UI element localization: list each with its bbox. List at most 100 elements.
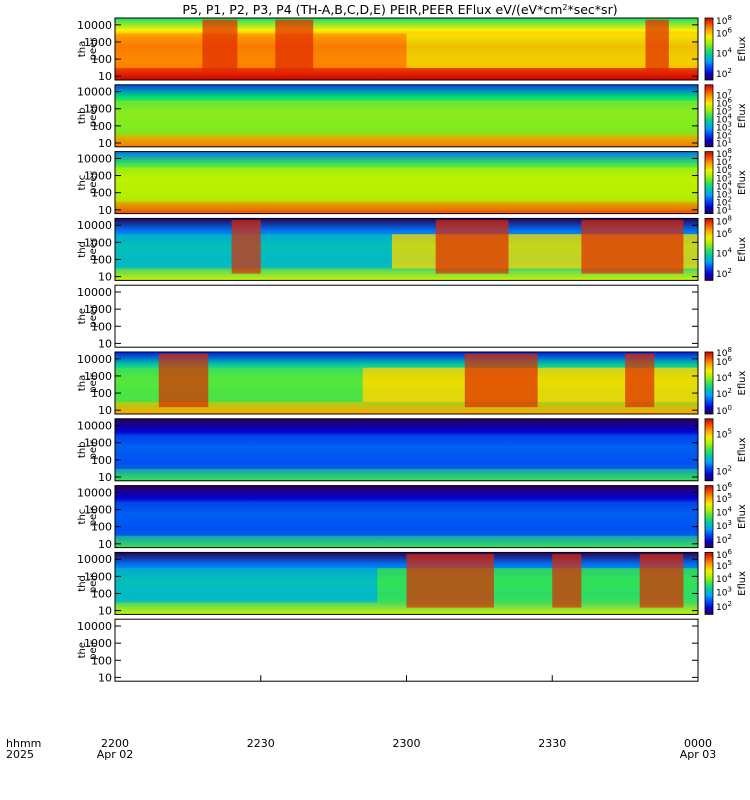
panel-frame [114,151,699,215]
colorbar-tick-exponent: 4 [727,113,732,121]
colorbar-tick-base: 10 [716,91,728,101]
colorbar-tick-label: 106 [716,227,732,240]
colorbar-tick-exponent: 4 [727,371,732,379]
colorbar-tick-base: 10 [716,250,728,260]
y-tick-label: 100 [91,387,112,400]
panel-label-probe: tha [77,375,88,391]
colorbar-tick-base: 10 [716,17,728,27]
y-tick-label: 10000 [77,420,112,433]
colorbar-tick-exponent: 5 [727,559,731,567]
colorbar-tick-label: 102 [716,465,732,478]
colorbar-tick-exponent: 4 [727,179,732,187]
panel-label: thapeir [77,372,99,392]
colorbar-tick-base: 10 [716,374,728,384]
colorbar-tick-base: 10 [716,562,728,572]
colorbar-tick-base: 10 [716,218,728,228]
colorbar-tick-base: 10 [716,551,728,561]
panel-label-species: peer [88,37,99,61]
panel-frame [114,618,699,682]
colorbar-tick-label: 105 [716,559,732,572]
colorbar-label: Eflux [737,103,748,128]
colorbar-tick-base: 10 [716,230,728,240]
y-tick-label: 10 [98,404,112,417]
colorbar-tick-label: 104 [716,505,732,518]
spectrogram-burst-2 [581,220,684,274]
colorbar-tick-exponent: 6 [727,227,732,235]
colorbar-tick-label: 102 [716,533,732,546]
colorbar-tick-label: 106 [716,163,732,176]
colorbar-tick-base: 10 [716,140,728,150]
x-tick-label: 2230 [247,737,275,750]
colorbar-label: Eflux [737,571,748,596]
colorbar-tick-base: 10 [716,603,728,613]
colorbar [704,418,714,482]
colorbar-tick-exponent: 3 [727,121,731,129]
colorbar-tick-label: 106 [716,27,732,40]
colorbar-tick-base: 10 [716,390,728,400]
colorbar-label: Eflux [737,170,748,195]
date-label-start: Apr 02 [97,748,134,761]
colorbar-tick-base: 10 [716,575,728,585]
colorbar-tick-base: 10 [716,166,728,176]
axis-label-hhmm: hhmm [6,737,41,750]
colorbar-tick-base: 10 [716,495,728,505]
colorbar-tick-exponent: 6 [727,96,732,104]
panel-tha-peir: 10100100010000thapeir100102104106108Eflu… [77,346,748,417]
colorbar-tick-exponent: 3 [727,187,731,195]
colorbar [704,552,714,615]
y-tick-label: 10000 [77,86,112,99]
colorbar-tick-label: 106 [716,355,732,368]
y-tick-label: 10 [98,271,112,284]
spectrogram-band-0 [115,434,698,469]
panel-label-species: peir [88,372,99,392]
colorbar-tick-exponent: 1 [727,204,731,212]
colorbar-tick-exponent: 6 [727,27,732,35]
panel-thc-peer: 10100100010000thcpeer1011021031041051061… [77,147,748,217]
colorbar-tick-base: 10 [716,522,728,532]
x-tick-label: 2200 [101,737,129,750]
title-main: P5, P1, P2, P3, P4 (TH-A,B,C,D,E) PEIR,P… [182,2,562,17]
colorbar [704,151,714,215]
colorbar-tick-base: 10 [716,49,728,59]
colorbar-tick-exponent: 7 [727,88,731,96]
title-superscript: 2 [562,3,567,12]
spectrogram-burst-0 [406,554,494,608]
panel-frame [114,217,699,281]
colorbar-tick-base: 10 [716,207,728,217]
colorbar-tick-exponent: 3 [727,519,731,527]
spectrogram-band-0 [115,568,378,603]
colorbar-tick-label: 104 [716,371,732,384]
panel-the-peir: 10 100 1000 10000 thepeir [77,618,699,684]
colorbar [704,485,714,549]
spectrogram-band-0 [115,501,698,536]
colorbar-tick-base: 10 [716,30,728,40]
panel-thd-peir: 10100100010000thdpeir102103104105106Eflu… [77,548,748,618]
colorbar-tick-label: 106 [716,481,732,494]
colorbar-tick-exponent: 0 [727,404,731,412]
colorbar-tick-exponent: 8 [727,215,731,223]
y-tick-label: 1000 [84,303,112,316]
colorbar-tick-base: 10 [716,70,728,80]
y-tick-label: 10 [98,204,112,217]
panel-label: thdpeer [77,237,99,261]
colorbar-tick-label: 102 [716,387,732,400]
y-tick-label: 10000 [77,553,112,566]
panel-label-probe: thd [77,241,88,258]
y-tick-label: 100 [91,654,112,667]
colorbar-tick-base: 10 [716,468,728,478]
colorbar-tick-exponent: 8 [727,346,731,354]
colorbar-tick-label: 102 [716,267,732,280]
panel-label-species: peer [88,237,99,261]
spectrogram-burst-2 [645,19,669,74]
colorbar-tick-label: 101 [716,204,732,217]
panel-the-peer: 10 100 1000 10000 thepeer [77,284,699,350]
y-tick-label: 10000 [77,353,112,366]
spectrogram-burst-1 [275,19,314,74]
y-tick-label: 10 [98,538,112,551]
colorbar-tick-exponent: 2 [727,600,731,608]
panel-frame [114,284,699,348]
spectrogram-burst-0 [202,19,238,74]
spectrogram-burst-0 [158,353,209,408]
colorbar-tick-label: 102 [716,67,732,80]
